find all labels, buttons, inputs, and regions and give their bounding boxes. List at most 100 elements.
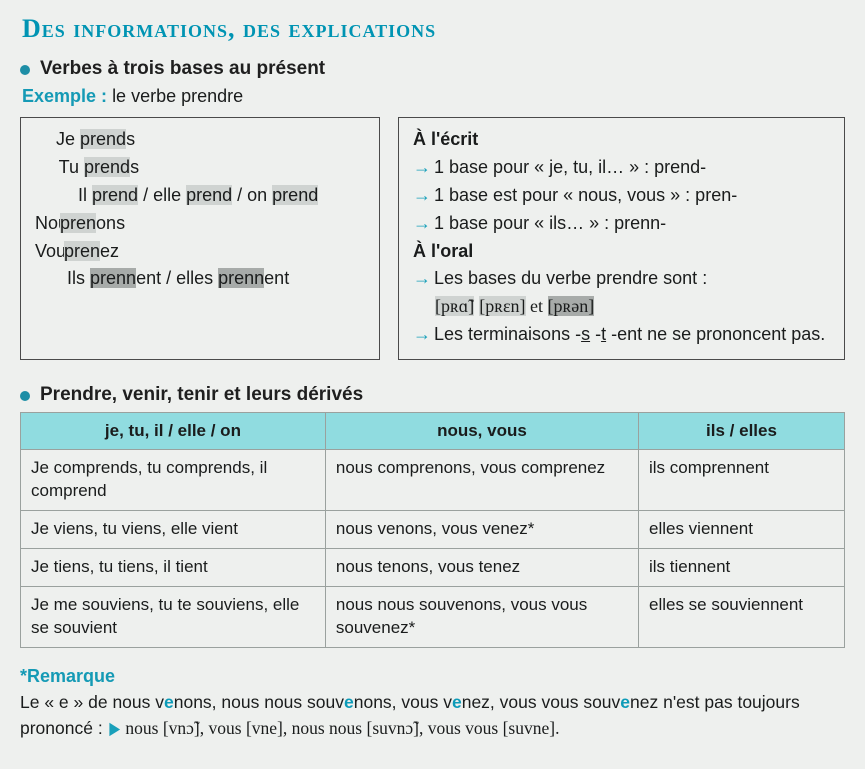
table-row: Je me souviens, tu te souviens, elle se … [21,586,845,647]
verb-end: s [126,129,135,149]
section2-heading: Prendre, venir, tenir et leurs dérivés [20,384,845,406]
remarque-title: *Remarque [20,666,845,687]
pronoun: Ils [35,265,85,293]
remarque-text: nez, vous vous souv [462,692,621,712]
table-header-row: je, tu, il / elle / on nous, vous ils / … [21,413,845,450]
table-cell: elles viennent [638,511,844,549]
remarque-text: Le « e » de nous v [20,692,164,712]
arrow-icon: → [413,321,429,349]
remarque-text: nons, vous v [354,692,452,712]
table-cell: Je viens, tu viens, elle vient [21,511,326,549]
exemple-text: le verbe prendre [112,86,243,106]
highlight-e: e [164,692,174,712]
phonetics-line: [pʀɑ̃] [pʀɛn] et [pʀən] [413,293,830,321]
table-cell: Je tiens, tu tiens, il tient [21,548,326,586]
table-row: Je comprends, tu comprends, il comprend … [21,450,845,511]
verb-stem: prend [186,185,232,205]
table-cell: ils comprennent [638,450,844,511]
verb-stem: pren [60,213,96,233]
table-cell: Je comprends, tu comprends, il comprend [21,450,326,511]
remarque-phonetics: nous [vnɔ̃], vous [vne], nous nous [suvn… [121,718,559,738]
rule-text: 1 base pour « je, tu, il… » : prend- [434,157,706,177]
rule-text-part: - [590,324,601,344]
page-title: Des informations, des explications [22,14,845,44]
pronoun: Tu [35,154,79,182]
verb-end: ent [264,268,289,288]
highlight-e: e [620,692,630,712]
highlight-e: e [344,692,354,712]
phonetic: [pʀɑ̃] [435,296,474,316]
rule-line: → Les bases du verbe prendre sont : [413,265,830,293]
section2-title: Prendre, venir, tenir et leurs dérivés [40,384,363,406]
phonetic: [pʀən] [548,296,595,316]
phonetic: [pʀɛn] [479,296,525,316]
rule-underline: s [581,324,590,344]
remarque-star: * [20,666,27,686]
pronoun: Il [35,182,87,210]
table-cell: nous tenons, vous tenez [325,548,638,586]
table-header: je, tu, il / elle / on [21,413,326,450]
arrow-icon: → [413,265,429,293]
pronoun: Je [35,126,75,154]
rule-text-part: -ent ne se prononcent pas. [606,324,825,344]
table-header: nous, vous [325,413,638,450]
highlight-e: e [452,692,462,712]
verb-end: ez [100,241,119,261]
conj-nous: Nous prenons [35,210,365,238]
rule-line: → Les terminaisons -s -t -ent ne se pron… [413,321,830,349]
rules-box: À l'écrit → 1 base pour « je, tu, il… » … [398,117,845,360]
page: Des informations, des explications Verbe… [0,0,865,769]
remarque-body: Le « e » de nous venons, nous nous souve… [20,689,845,742]
table-row: Je tiens, tu tiens, il tient nous tenons… [21,548,845,586]
arrow-icon: → [413,210,429,238]
rules-heading-oral: À l'oral [413,238,830,266]
derive-table: je, tu, il / elle / on nous, vous ils / … [20,412,845,648]
exemple-line: Exemple : le verbe prendre [22,86,845,107]
table-cell: nous nous souvenons, vous vous souvenez* [325,586,638,647]
remarque-text: nons, nous nous souv [174,692,344,712]
verb-stem: prend [92,185,138,205]
sep: / on [232,185,272,205]
verb-end: ent [136,268,161,288]
triangle-icon: ▶ [109,715,120,741]
pronoun: Vous [35,238,59,266]
arrow-icon: → [413,154,429,182]
conj-vous: Vous prenez [35,238,365,266]
conj-tu: Tu prends [35,154,365,182]
table-body: Je comprends, tu comprends, il comprend … [21,450,845,648]
verb-end: ons [96,213,125,233]
arrow-icon: → [413,182,429,210]
rule-line: → 1 base est pour « nous, vous » : pren- [413,182,830,210]
table-cell: nous comprenons, vous comprenez [325,450,638,511]
verb-stem: prend [272,185,318,205]
verb-stem: prend [80,129,126,149]
two-box-row: Je prends Tu prends Il prend / elle pren… [20,117,845,360]
table-cell: Je me souviens, tu te souviens, elle se … [21,586,326,647]
rule-line: → 1 base pour « je, tu, il… » : prend- [413,154,830,182]
rule-line: → 1 base pour « ils… » : prenn- [413,210,830,238]
rule-text: Les bases du verbe prendre sont : [434,268,707,288]
conjugation-box: Je prends Tu prends Il prend / elle pren… [20,117,380,360]
rule-text: 1 base pour « ils… » : prenn- [434,213,666,233]
verb-stem: prenn [218,268,264,288]
rule-text-part: Les terminaisons - [434,324,581,344]
table-cell: nous venons, vous venez* [325,511,638,549]
remarque-label: Remarque [27,666,115,686]
section1-heading: Verbes à trois bases au présent [20,58,845,80]
phonetic-sep: et [526,296,548,316]
pronoun: Nous [35,210,55,238]
table-cell: elles se souviennent [638,586,844,647]
verb-stem: pren [64,241,100,261]
sep: / elles [161,268,218,288]
section1-title: Verbes à trois bases au présent [40,58,325,80]
rule-text: 1 base est pour « nous, vous » : pren- [434,185,737,205]
table-row: Je viens, tu viens, elle vient nous veno… [21,511,845,549]
verb-end: s [130,157,139,177]
conj-ils: Ils prennent / elles prennent [35,265,365,293]
sep: / elle [138,185,186,205]
rules-heading-ecrit: À l'écrit [413,126,830,154]
table-cell: ils tiennent [638,548,844,586]
bullet-icon [20,65,30,75]
exemple-label: Exemple : [22,86,107,106]
verb-stem: prenn [90,268,136,288]
